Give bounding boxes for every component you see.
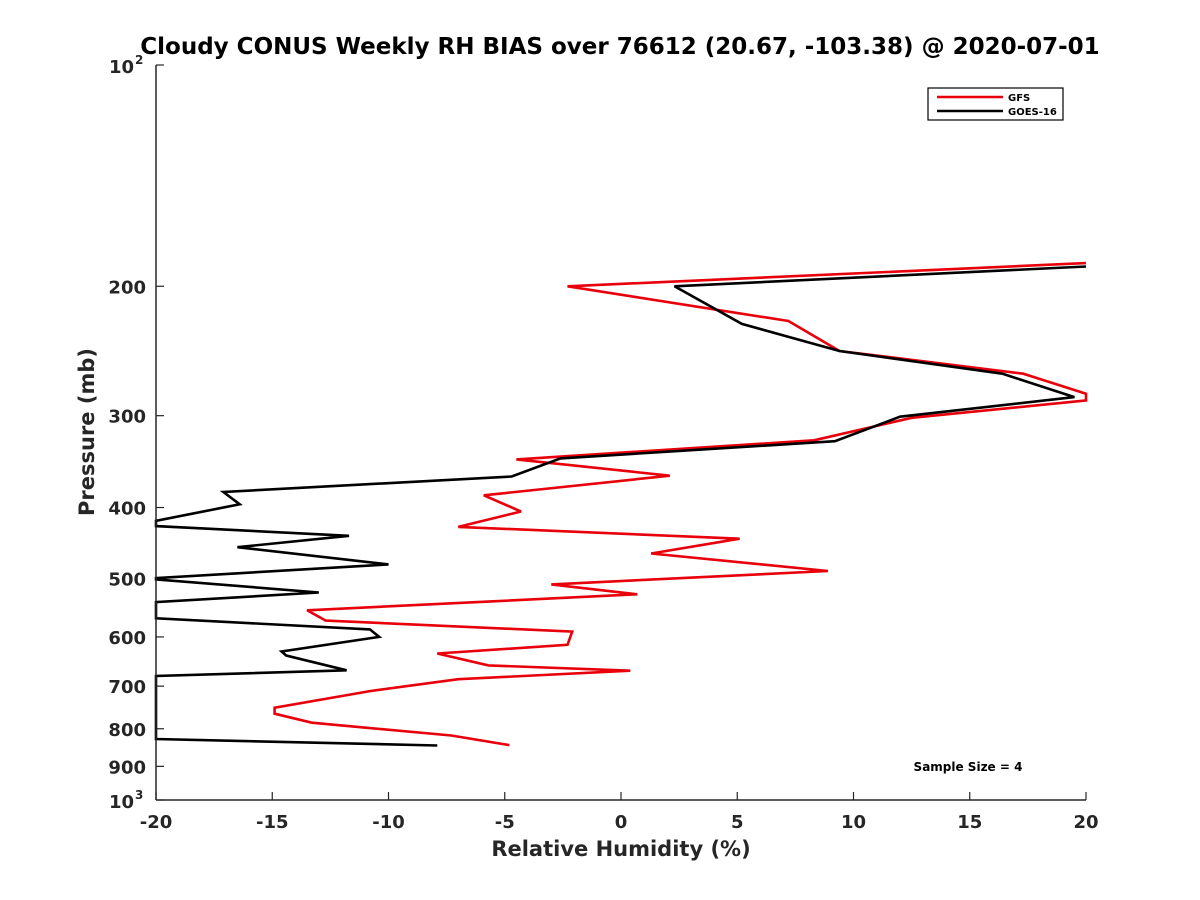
x-tick-label: 20 xyxy=(1073,812,1098,833)
legend-label-gfs: GFS xyxy=(1008,93,1030,104)
x-tick-label: 5 xyxy=(731,812,744,833)
y-tick-label: 800 xyxy=(108,720,146,741)
x-tick-label: -5 xyxy=(495,812,515,833)
y-tick-label-exponent: 3 xyxy=(135,788,143,802)
legend-box xyxy=(927,87,1064,121)
y-tick-label: 900 xyxy=(108,757,146,778)
x-tick-label: -10 xyxy=(372,812,405,833)
x-axis-label: Relative Humidity (%) xyxy=(491,837,750,861)
y-tick-label: 400 xyxy=(108,499,146,520)
series-line-gfs xyxy=(273,261,1088,747)
series-line-goes16 xyxy=(154,265,1087,747)
y-tick-label: 600 xyxy=(108,628,146,649)
legend-label-goes16: GOES-16 xyxy=(1008,107,1057,118)
plot-area xyxy=(156,65,1086,800)
x-tick-label: 10 xyxy=(841,812,866,833)
sample-size-annotation: Sample Size = 4 xyxy=(914,760,1023,774)
x-tick-label: 0 xyxy=(615,812,628,833)
chart-title: Cloudy CONUS Weekly RH BIAS over 76612 (… xyxy=(140,34,1099,60)
y-tick-label-exponent: 2 xyxy=(135,53,143,67)
legend: GFS GOES-16 xyxy=(927,87,1064,121)
y-tick-label: 200 xyxy=(108,277,146,298)
y-tick-label-power: 10 2 xyxy=(109,53,143,78)
y-tick-label: 700 xyxy=(108,677,146,698)
x-tick-label: 15 xyxy=(957,812,982,833)
y-tick-label-power: 10 3 xyxy=(109,788,143,813)
y-tick-label-base: 10 xyxy=(109,792,134,813)
x-axis-ticks: -20 -15 -10 -5 0 5 10 15 20 xyxy=(140,792,1099,833)
y-axis-label: Pressure (mb) xyxy=(75,348,99,516)
x-tick-label: -20 xyxy=(140,812,173,833)
series-lines xyxy=(154,261,1088,747)
y-tick-label-base: 10 xyxy=(109,57,134,78)
x-tick-label: -15 xyxy=(256,812,289,833)
y-tick-label: 300 xyxy=(108,407,146,428)
y-tick-label: 500 xyxy=(108,570,146,591)
